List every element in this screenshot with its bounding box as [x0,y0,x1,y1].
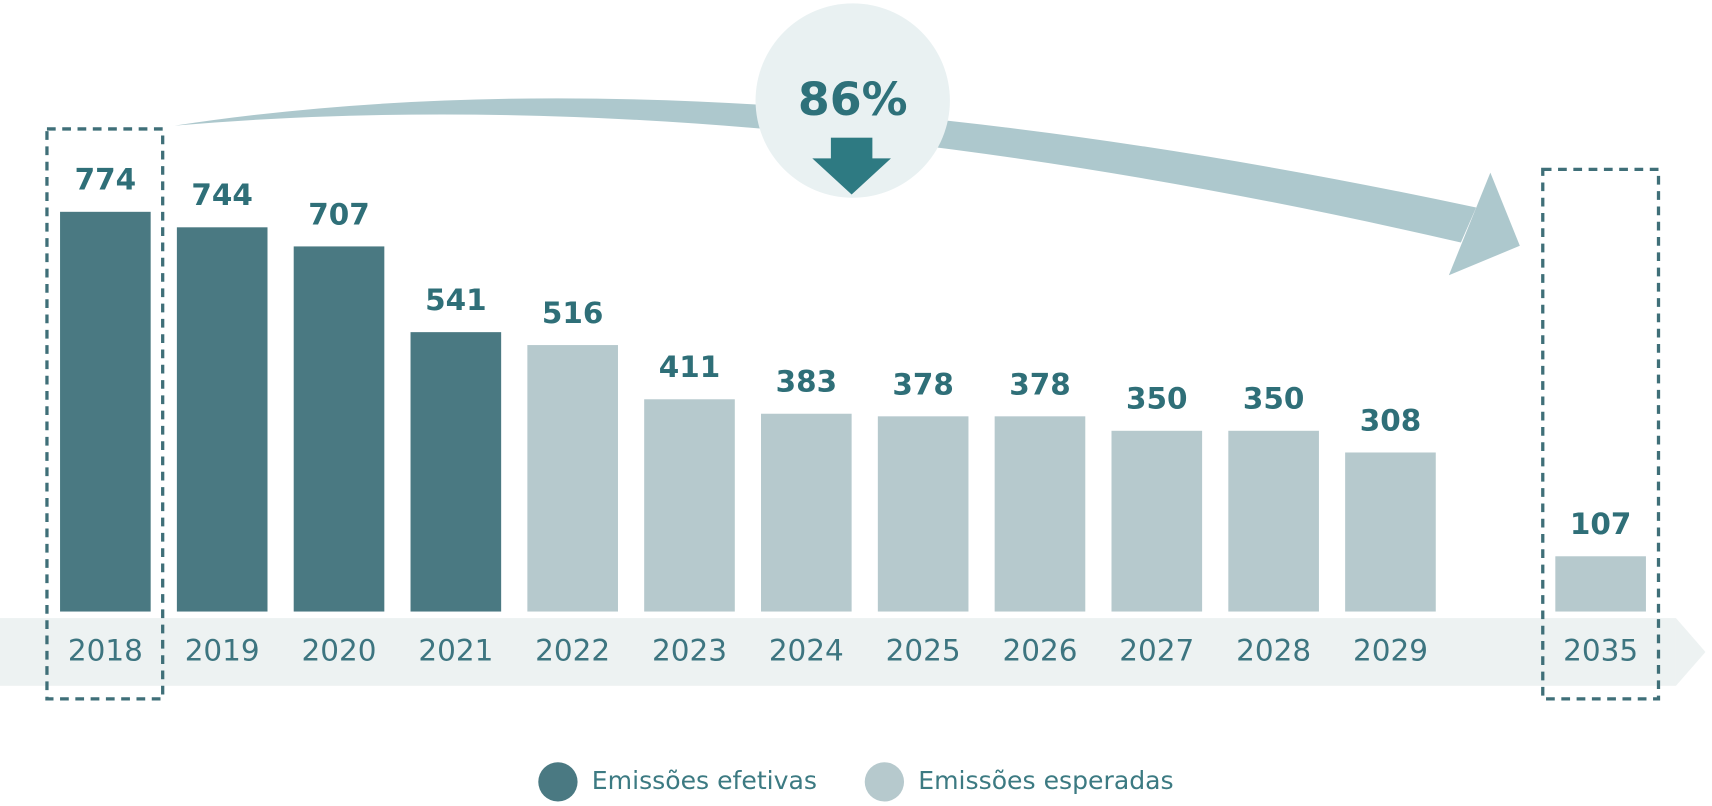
bar [994,416,1086,612]
data-label: 541 [425,283,487,317]
bar [60,211,151,612]
bar [1345,452,1436,612]
x-tick-label: 2020 [302,633,377,667]
bar [1228,430,1319,612]
highlight-box [45,127,165,701]
bar [1111,430,1203,612]
data-label: 774 [75,163,137,197]
timeline-band [0,618,1676,686]
x-tick-label: 2022 [535,633,610,667]
x-tick-label: 2025 [886,633,961,667]
data-label: 378 [1009,367,1071,401]
legend-swatch [538,762,578,802]
bar [527,345,618,612]
bar [644,399,735,612]
bar [761,413,852,612]
data-label: 383 [776,365,838,399]
x-tick-label: 2019 [185,633,260,667]
bar [176,227,268,612]
x-tick-label: 2018 [68,633,143,667]
data-label: 516 [542,296,604,330]
legend-label: Emissões esperadas [918,766,1173,795]
bar [293,246,385,612]
bar [410,332,502,612]
x-tick-label: 2028 [1236,633,1311,667]
x-tick-label: 2023 [652,633,727,667]
data-label: 107 [1570,507,1632,541]
x-tick-label: 2026 [1002,633,1077,667]
legend-label: Emissões efetivas [592,766,817,795]
legend-swatch [864,762,905,802]
down-arrow-head [812,158,891,195]
x-tick-label: 2029 [1353,633,1428,667]
down-arrow [830,137,873,160]
data-label: 350 [1243,382,1305,416]
data-label: 350 [1126,382,1188,416]
data-label: 411 [659,350,721,384]
data-label: 378 [892,367,954,401]
bar [877,416,969,612]
data-label: 308 [1360,403,1422,437]
annotation-circle [755,3,950,198]
timeline-arrow [1675,618,1706,686]
highlight-box [1541,167,1661,701]
reduction-arrow-head [1448,172,1520,276]
x-tick-label: 2035 [1563,633,1638,667]
bar [1555,556,1646,612]
annotation: 86% [798,72,908,126]
x-tick-label: 2021 [418,633,493,667]
x-tick-label: 2024 [769,633,844,667]
data-label: 707 [308,197,370,231]
data-label: 744 [191,178,253,212]
x-tick-label: 2027 [1119,633,1194,667]
